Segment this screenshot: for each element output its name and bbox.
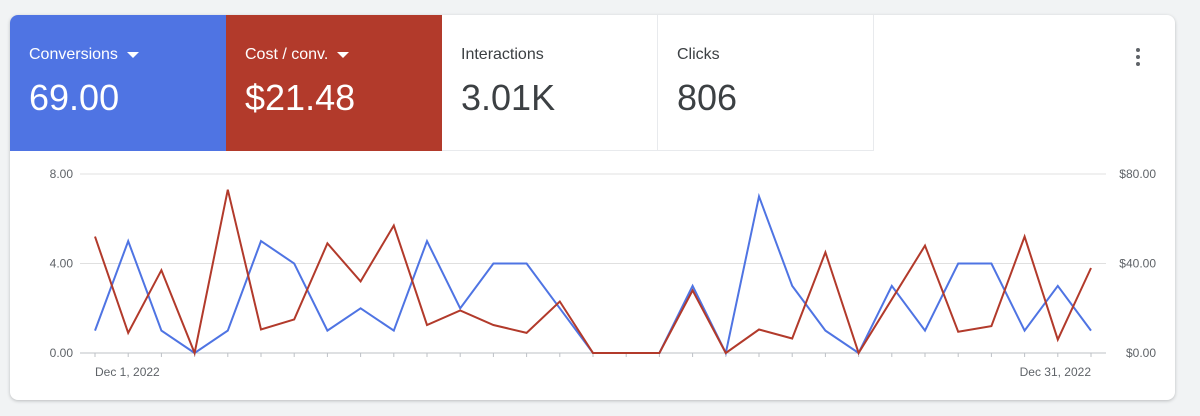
series-line-cost-per-conv: [94, 189, 1092, 357]
menu-dot: [1136, 62, 1140, 66]
y-right-tick-label: $80.00: [1119, 167, 1156, 181]
y-right-tick-label: $40.00: [1119, 257, 1156, 271]
metric-tile-clicks[interactable]: Clicks 806: [658, 15, 874, 151]
metric-label-text: Conversions: [29, 46, 118, 63]
metric-value-clicks: 806: [677, 77, 738, 118]
dropdown-caret-icon[interactable]: [337, 52, 350, 58]
metric-value-cost-per-conv: $21.48: [245, 77, 356, 118]
dropdown-caret-icon[interactable]: [126, 52, 139, 58]
metric-label-text: Clicks: [677, 46, 720, 63]
menu-dot: [1136, 55, 1140, 59]
metric-tiles: Conversions 69.00 Cost / conv. $21.48 In…: [10, 15, 874, 151]
metric-value-interactions: 3.01K: [461, 77, 556, 118]
metric-tile-conversions[interactable]: Conversions 69.00: [10, 15, 226, 151]
metric-label-interactions: Interactions: [461, 45, 657, 65]
y-right-tick-label: $0.00: [1126, 346, 1156, 360]
y-left-tick-label: 0.00: [50, 346, 74, 360]
more-vert-icon[interactable]: [1128, 43, 1148, 71]
series-line-conversions: [94, 192, 1092, 357]
metric-label-text: Cost / conv.: [245, 46, 329, 63]
metric-label-text: Interactions: [461, 46, 544, 63]
line-chart: 0.00 $0.00 4.00 $40.00 8.00 $80.00 Dec 1, 2022…: [50, 167, 1157, 379]
x-start-label: Dec 1, 2022: [95, 365, 160, 379]
menu-dot: [1136, 48, 1140, 52]
y-left-tick-label: 4.00: [50, 257, 74, 271]
metric-label-cost-per-conv: Cost / conv.: [245, 45, 442, 65]
metric-value-conversions: 69.00: [29, 77, 120, 118]
metric-label-conversions: Conversions: [29, 45, 226, 65]
performance-card: 0.00 $0.00 4.00 $40.00 8.00 $80.00 Dec 1, 2022…: [10, 15, 1175, 400]
x-end-label: Dec 31, 2022: [1020, 365, 1092, 379]
y-left-tick-label: 8.00: [50, 167, 74, 181]
metric-tile-interactions[interactable]: Interactions 3.01K: [442, 15, 658, 151]
metric-tile-cost-per-conv[interactable]: Cost / conv. $21.48: [226, 15, 442, 151]
metric-label-clicks: Clicks: [677, 45, 873, 65]
